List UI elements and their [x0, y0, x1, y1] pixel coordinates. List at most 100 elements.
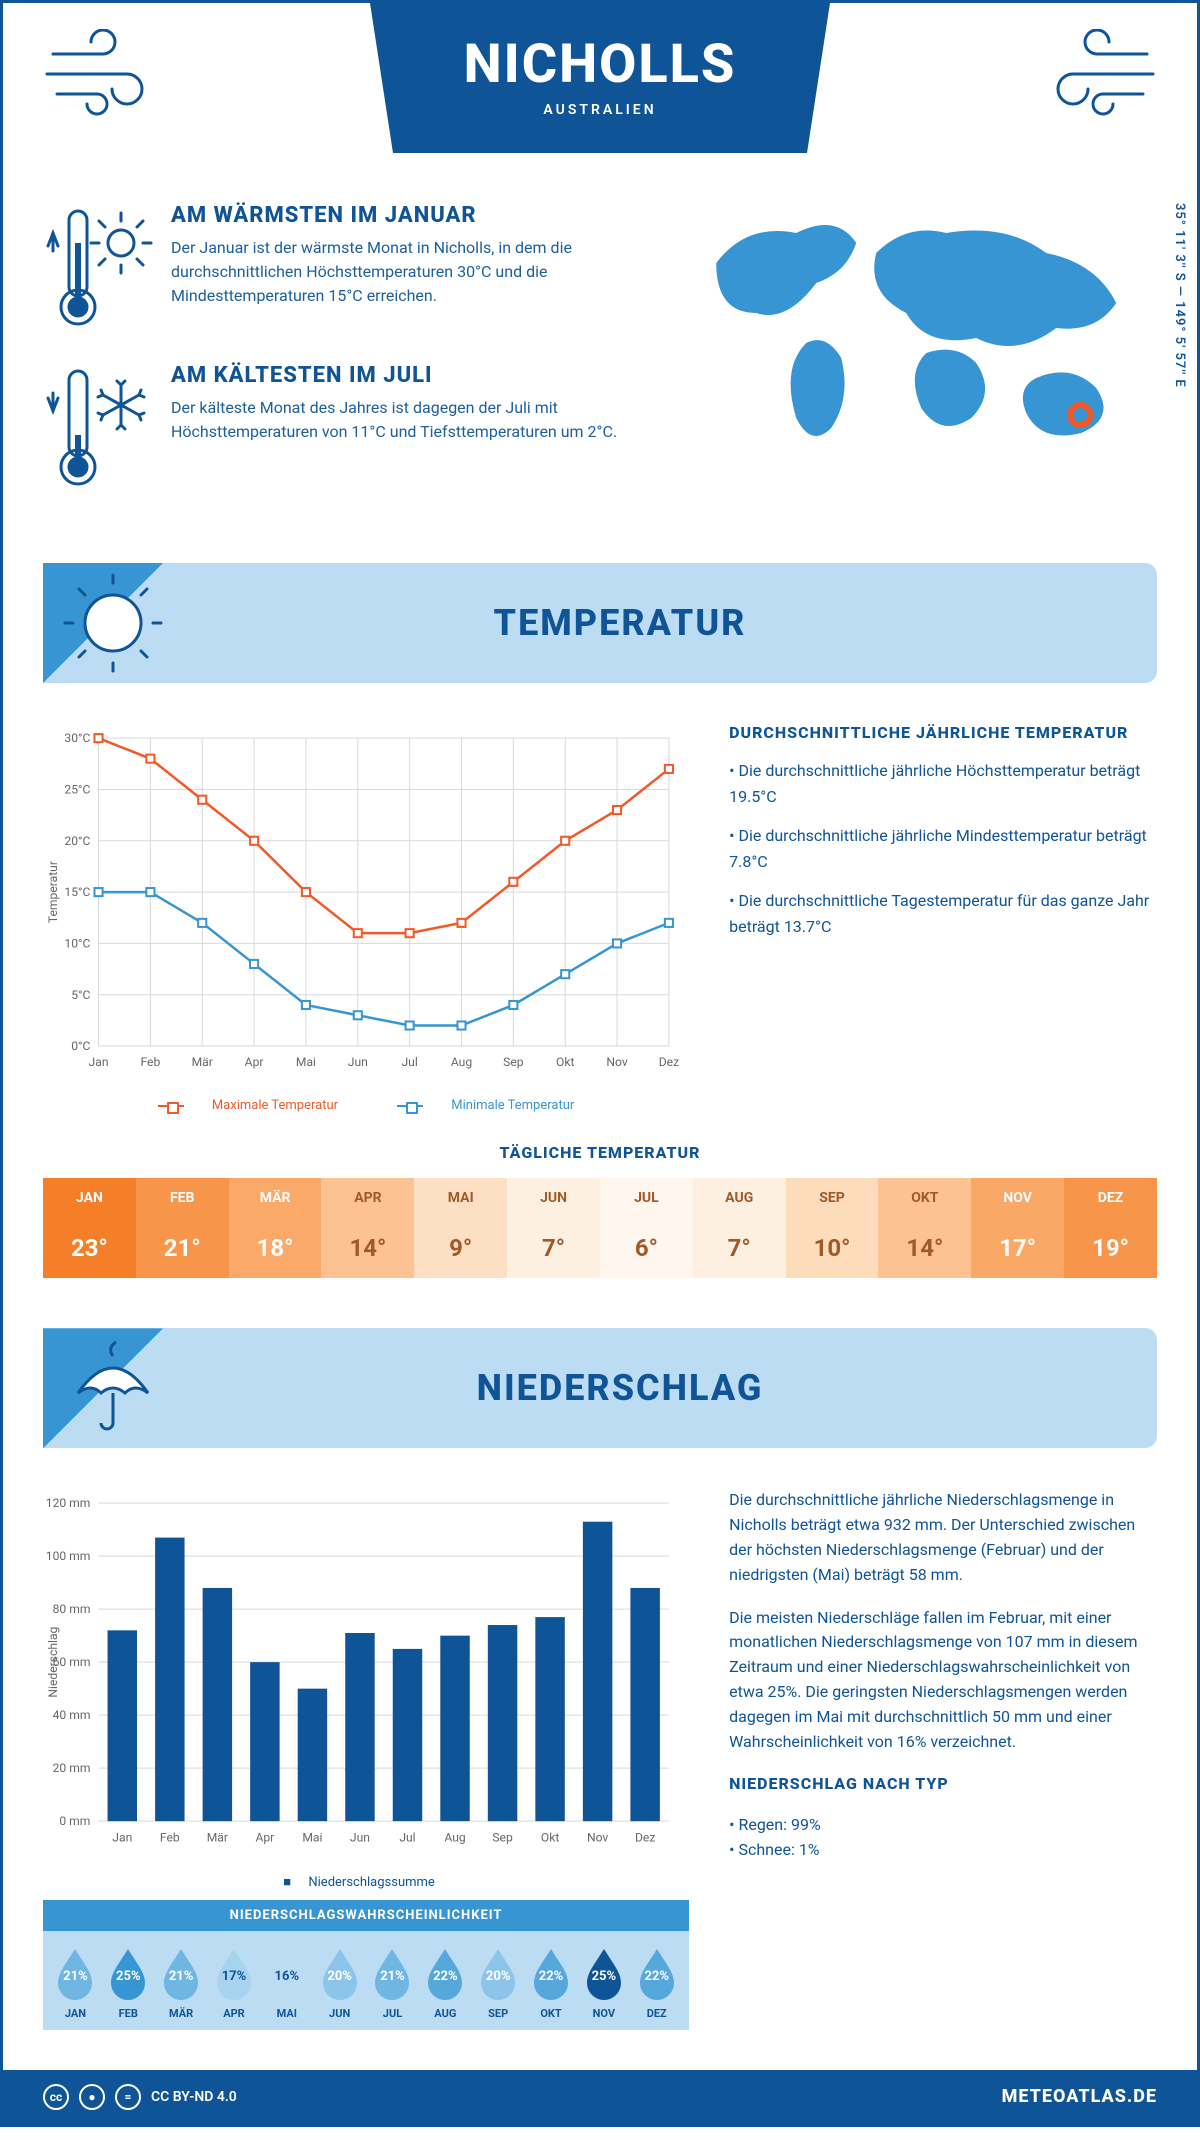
world-map-icon	[675, 203, 1157, 463]
temp-col: JUL6°	[600, 1178, 693, 1278]
svg-text:Feb: Feb	[140, 1055, 160, 1069]
svg-text:Okt: Okt	[541, 1831, 559, 1845]
svg-text:40 mm: 40 mm	[53, 1709, 91, 1723]
temp-col: DEZ19°	[1064, 1178, 1157, 1278]
summary-item: • Die durchschnittliche jährliche Höchst…	[729, 758, 1157, 809]
fact-body: Der Januar ist der wärmste Monat in Nich…	[171, 236, 645, 308]
prob-drop: 22%DEZ	[630, 1945, 683, 2020]
prob-drop: 25%NOV	[577, 1945, 630, 2020]
svg-text:Niederschlag: Niederschlag	[46, 1627, 60, 1698]
temp-col: JUN7°	[507, 1178, 600, 1278]
chart-legend: ■ Niederschlagssumme	[43, 1874, 689, 1890]
temp-col: JAN23°	[43, 1178, 136, 1278]
prob-drop: 25%FEB	[102, 1945, 155, 2020]
svg-text:Nov: Nov	[587, 1831, 608, 1845]
prob-heading: NIEDERSCHLAGSWAHRSCHEINLICHKEIT	[43, 1900, 689, 1931]
svg-text:Okt: Okt	[556, 1055, 574, 1069]
precipitation-bar-chart: 0 mm20 mm40 mm60 mm80 mm100 mm120 mmJanF…	[43, 1488, 689, 1862]
svg-text:Aug: Aug	[444, 1831, 465, 1845]
coordinates: 35° 11' 3'' S — 149° 5' 57'' E	[1172, 203, 1187, 388]
summary-item: • Regen: 99%	[729, 1813, 1157, 1838]
svg-text:Feb: Feb	[160, 1831, 180, 1845]
temp-col: MAI9°	[414, 1178, 507, 1278]
prob-drop: 21%MÄR	[155, 1945, 208, 2020]
daily-temp-heading: TÄGLICHE TEMPERATUR	[43, 1143, 1157, 1162]
prob-drop: 21%JAN	[49, 1945, 102, 2020]
prob-drop: 22%OKT	[525, 1945, 578, 2020]
svg-text:Sep: Sep	[492, 1831, 513, 1845]
thermometer-cold-icon	[43, 363, 153, 493]
temp-col: FEB21°	[136, 1178, 229, 1278]
header: NICHOLLS AUSTRALIEN	[43, 3, 1157, 203]
svg-text:80 mm: 80 mm	[53, 1603, 91, 1617]
temp-col: MÄR18°	[229, 1178, 322, 1278]
section-header-temp: TEMPERATUR	[43, 563, 1157, 683]
svg-text:Jun: Jun	[348, 1055, 368, 1069]
thermometer-hot-icon	[43, 203, 153, 333]
svg-text:10°C: 10°C	[64, 936, 90, 950]
section-title: TEMPERATUR	[83, 602, 1157, 644]
svg-text:Dez: Dez	[659, 1055, 679, 1069]
summary-item: • Die durchschnittliche jährliche Mindes…	[729, 823, 1157, 874]
summary-text: Die durchschnittliche jährliche Niedersc…	[729, 1488, 1157, 1587]
svg-text:Dez: Dez	[635, 1831, 655, 1845]
fact-body: Der kälteste Monat des Jahres ist dagege…	[171, 396, 645, 444]
summary-text: Die meisten Niederschläge fallen im Febr…	[729, 1606, 1157, 1755]
svg-text:5°C: 5°C	[71, 988, 90, 1002]
prob-drop: 16%MAI	[260, 1945, 313, 2020]
fact-title: AM WÄRMSTEN IM JANUAR	[171, 203, 645, 228]
summary-item: • Schnee: 1%	[729, 1838, 1157, 1863]
section-title: NIEDERSCHLAG	[83, 1367, 1157, 1409]
wind-icon	[43, 29, 163, 119]
svg-text:Mär: Mär	[207, 1831, 228, 1845]
svg-text:0°C: 0°C	[71, 1039, 90, 1053]
wind-icon	[1037, 29, 1157, 119]
svg-text:Mär: Mär	[192, 1055, 213, 1069]
temperature-summary: DURCHSCHNITTLICHE JÄHRLICHE TEMPERATUR •…	[729, 723, 1157, 1113]
section-header-precip: NIEDERSCHLAG	[43, 1328, 1157, 1448]
prob-drop: 22%AUG	[419, 1945, 472, 2020]
summary-heading: NIEDERSCHLAG NACH TYP	[729, 1772, 1157, 1797]
temp-col: AUG7°	[693, 1178, 786, 1278]
svg-text:Temperatur: Temperatur	[46, 861, 60, 923]
page-subtitle: AUSTRALIEN	[370, 102, 830, 118]
svg-text:Jan: Jan	[112, 1831, 132, 1845]
svg-text:15°C: 15°C	[64, 885, 90, 899]
brand-text: METEOATLAS.DE	[1002, 2086, 1157, 2107]
prob-drop: 20%SEP	[472, 1945, 525, 2020]
svg-text:100 mm: 100 mm	[46, 1550, 91, 1564]
fact-warmest: AM WÄRMSTEN IM JANUAR Der Januar ist der…	[43, 203, 645, 333]
precipitation-probability: NIEDERSCHLAGSWAHRSCHEINLICHKEIT 21%JAN25…	[43, 1900, 689, 2030]
fact-coldest: AM KÄLTESTEN IM JULI Der kälteste Monat …	[43, 363, 645, 493]
fact-title: AM KÄLTESTEN IM JULI	[171, 363, 645, 388]
temp-col: OKT14°	[878, 1178, 971, 1278]
svg-text:30°C: 30°C	[64, 731, 90, 745]
chart-legend: Maximale Temperatur Minimale Temperatur	[43, 1098, 689, 1113]
svg-text:Apr: Apr	[255, 1831, 274, 1845]
svg-text:Aug: Aug	[451, 1055, 472, 1069]
svg-text:0 mm: 0 mm	[59, 1815, 90, 1829]
svg-text:Mai: Mai	[296, 1055, 316, 1069]
prob-drop: 21%JUL	[366, 1945, 419, 2020]
by-icon: ●	[79, 2084, 105, 2110]
footer: cc ● = CC BY-ND 4.0 METEOATLAS.DE	[3, 2070, 1197, 2124]
precipitation-summary: Die durchschnittliche jährliche Niedersc…	[729, 1488, 1157, 2030]
summary-heading: DURCHSCHNITTLICHE JÄHRLICHE TEMPERATUR	[729, 723, 1157, 742]
svg-text:Jan: Jan	[89, 1055, 109, 1069]
prob-drop: 20%JUN	[313, 1945, 366, 2020]
sun-icon	[63, 573, 163, 673]
temp-col: NOV17°	[971, 1178, 1064, 1278]
cc-icon: cc	[43, 2084, 69, 2110]
svg-text:20°C: 20°C	[64, 834, 90, 848]
svg-text:Apr: Apr	[245, 1055, 264, 1069]
temperature-line-chart: 0°C 5°C 10°C 15°C 20°C 25°C 30°C Jan Feb Mär Apr Ma…	[43, 723, 689, 1113]
svg-text:Jul: Jul	[401, 1055, 417, 1069]
svg-text:25°C: 25°C	[64, 782, 90, 796]
svg-text:Jul: Jul	[399, 1831, 415, 1845]
temp-col: APR14°	[321, 1178, 414, 1278]
umbrella-icon	[63, 1338, 163, 1438]
summary-item: • Die durchschnittliche Tagestemperatur …	[729, 888, 1157, 939]
svg-text:20 mm: 20 mm	[53, 1762, 91, 1776]
intro-section: AM WÄRMSTEN IM JANUAR Der Januar ist der…	[43, 203, 1157, 523]
prob-drop: 17%APR	[208, 1945, 261, 2020]
